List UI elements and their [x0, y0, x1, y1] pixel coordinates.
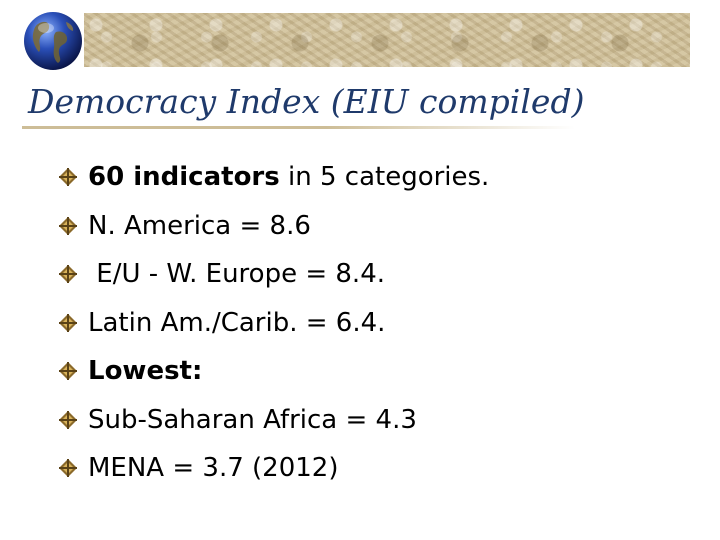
- globe-icon: [24, 12, 82, 70]
- list-item: N. America = 8.6: [58, 202, 489, 251]
- diamond-cross-bullet-icon: [59, 313, 77, 332]
- list-item: Lowest:: [58, 347, 489, 396]
- item-text: Sub-Saharan Africa = 4.3: [88, 404, 417, 435]
- list-item: 60 indicators in 5 categories.: [58, 153, 489, 202]
- item-bold-text: 60 indicators: [88, 162, 280, 193]
- item-text: E/U - W. Europe = 8.4.: [88, 259, 386, 290]
- diamond-cross-bullet-icon: [59, 216, 77, 235]
- diamond-cross-bullet-icon: [59, 362, 77, 381]
- bullet-list: 60 indicators in 5 categories. N. Americ…: [58, 153, 489, 493]
- diamond-cross-bullet-icon: [59, 168, 77, 187]
- list-item: Latin Am./Carib. = 6.4.: [58, 299, 489, 348]
- list-item: E/U - W. Europe = 8.4.: [58, 250, 489, 299]
- diamond-cross-bullet-icon: [59, 410, 77, 429]
- slide-title: Democracy Index (EIU compiled): [28, 82, 585, 121]
- item-text: in 5 categories.: [279, 162, 490, 193]
- item-bold-text: Lowest:: [88, 356, 203, 387]
- list-item: MENA = 3.7 (2012): [58, 444, 489, 493]
- textured-banner: [84, 13, 690, 67]
- item-text: N. America = 8.6: [88, 210, 311, 241]
- item-text: Latin Am./Carib. = 6.4.: [88, 307, 386, 338]
- list-item: Sub-Saharan Africa = 4.3: [58, 396, 489, 445]
- diamond-cross-bullet-icon: [59, 459, 77, 478]
- title-underline: [22, 126, 575, 129]
- diamond-cross-bullet-icon: [59, 265, 77, 284]
- item-text: MENA = 3.7 (2012): [88, 453, 339, 484]
